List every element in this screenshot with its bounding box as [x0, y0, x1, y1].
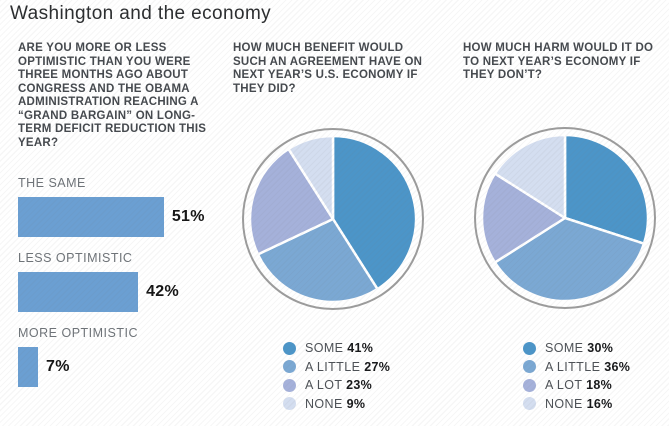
legend-label: A LOT	[545, 378, 587, 393]
bar	[18, 347, 39, 387]
legend-value: 18%	[586, 378, 612, 393]
legend-item: A LOT 23%	[283, 376, 390, 395]
legend-dot-icon	[523, 360, 536, 374]
question-benefit: HOW MUCH BENEFIT WOULD SUCH AN AGREEMENT…	[233, 42, 423, 95]
legend-dot-icon	[523, 341, 536, 355]
bar-category-label: THE SAME	[18, 176, 86, 190]
bar-category-label: LESS OPTIMISTIC	[18, 251, 133, 265]
legend-label: A LOT	[305, 378, 347, 393]
legend-value: 30%	[587, 341, 614, 356]
legend-label: NONE	[305, 396, 347, 411]
legend-label: SOME	[305, 341, 348, 356]
benefit-pie-legend: SOME 41% A LITTLE 27% A LOT 23% NONE 9%	[283, 339, 390, 413]
bar	[18, 197, 164, 237]
legend-item: A LITTLE 36%	[523, 358, 630, 377]
benefit-pie-chart	[242, 128, 424, 310]
bar-row: 7%	[18, 347, 233, 387]
bar-row: 42%	[18, 272, 233, 312]
optimism-bar-chart: THE SAME 51% LESS OPTIMISTIC 42% MORE OPTIMI…	[18, 176, 233, 401]
bar-row: 51%	[18, 197, 233, 237]
legend-label: A LITTLE	[305, 359, 365, 374]
legend-value: 41%	[347, 341, 374, 356]
bar-category-label: MORE OPTIMISTIC	[18, 326, 138, 340]
legend-item: A LOT 18%	[523, 376, 630, 395]
legend-label: A LITTLE	[545, 359, 605, 374]
pie-slice-none	[287, 134, 335, 221]
legend-item: NONE 16%	[523, 395, 630, 414]
harm-pie-chart	[474, 127, 656, 309]
pie-slice-a-lot	[480, 172, 567, 264]
pie-slice-none	[493, 133, 567, 220]
harm-pie-legend: SOME 30% A LITTLE 36% A LOT 18% NONE 16%	[523, 339, 630, 413]
bar-value-label: 42%	[146, 283, 180, 300]
legend-label: SOME	[545, 341, 588, 356]
legend-item: A LITTLE 27%	[283, 358, 390, 377]
legend-dot-icon	[283, 360, 296, 374]
legend-dot-icon	[283, 341, 296, 355]
pie-slice-a-lot	[248, 147, 335, 256]
question-harm: HOW MUCH HARM WOULD IT DO TO NEXT YEAR’S…	[463, 42, 654, 81]
legend-value: 16%	[586, 396, 613, 411]
bar-value-label: 51%	[171, 208, 205, 225]
legend-dot-icon	[283, 397, 296, 411]
question-optimism: ARE YOU MORE OR LESS OPTIMISTIC THAN YOU…	[18, 42, 207, 149]
legend-dot-icon	[523, 378, 536, 392]
page-title: Washington and the economy	[10, 3, 272, 24]
pie-slice-a-little	[256, 217, 379, 304]
legend-value: 36%	[604, 359, 631, 374]
legend-item: NONE 9%	[283, 395, 390, 414]
legend-value: 9%	[346, 396, 366, 411]
legend-dot-icon	[283, 378, 296, 392]
legend-item: SOME 30%	[523, 339, 630, 358]
pie-slice-some	[563, 133, 650, 245]
legend-dot-icon	[523, 397, 536, 411]
legend-value: 23%	[346, 378, 372, 393]
legend-label: NONE	[545, 396, 587, 411]
bar-value-label: 7%	[46, 358, 70, 375]
bar	[18, 272, 139, 312]
pie-slice-a-little	[493, 216, 646, 303]
legend-item: SOME 41%	[283, 339, 390, 358]
legend-value: 27%	[364, 359, 391, 374]
